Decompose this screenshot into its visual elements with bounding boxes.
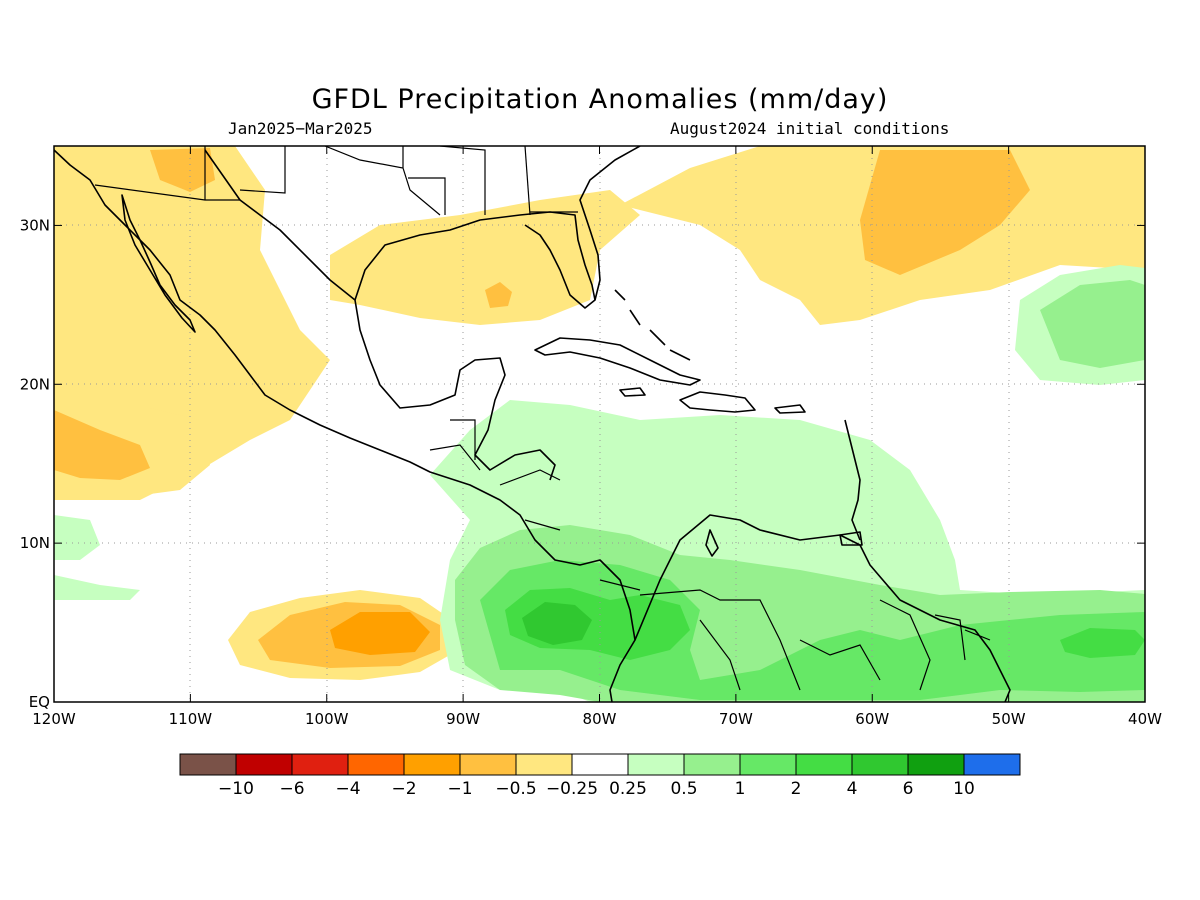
- x-tick-label: 80W: [583, 710, 617, 728]
- colorbar-label: −1: [447, 779, 472, 799]
- forecast-period: Jan2025−Mar2025: [228, 119, 373, 138]
- colorbar-label: −10: [218, 779, 254, 799]
- colorbar-label: 1: [735, 779, 746, 799]
- colorbar-label: 10: [953, 779, 975, 799]
- colorbar-label: −0.5: [495, 779, 536, 799]
- colorbar-swatch: [347, 753, 405, 776]
- wet-anomaly-atlantic-equator: [1060, 628, 1145, 658]
- colorbar-label: −0.25: [546, 779, 598, 799]
- initial-conditions-label: August2024 initial conditions: [670, 119, 950, 138]
- colorbar-label: −6: [279, 779, 304, 799]
- dry-anomaly-core-gulf: [485, 282, 512, 308]
- colorbar-swatch: [627, 753, 685, 776]
- y-axis: EQ 10N 20N 30N: [20, 216, 1145, 711]
- wet-anomaly-peak: [522, 602, 592, 645]
- coastline-hispaniola: [679, 391, 756, 413]
- coastlines: [54, 146, 1011, 702]
- coastline-bahamas: [614, 289, 691, 361]
- colorbar-swatch: [179, 753, 237, 776]
- colorbar-label: 6: [903, 779, 914, 799]
- dry-anomaly-core-mexico-north: [150, 148, 215, 192]
- coastline-puerto-rico: [774, 404, 806, 414]
- x-tick-label: 60W: [855, 710, 889, 728]
- coastline-north-america-pacific: [54, 149, 636, 702]
- x-tick-label: 110W: [169, 710, 213, 728]
- x-tick-label: 90W: [446, 710, 480, 728]
- coastline-florida-atlantic: [579, 146, 641, 301]
- colorbar-swatch: [403, 753, 461, 776]
- colorbar-swatch: [907, 753, 965, 776]
- wet-anomaly-west-pacific: [54, 515, 100, 560]
- anomaly-field: [54, 146, 1145, 702]
- coastline-gulf-north: [354, 211, 596, 309]
- colorbar-label: 2: [791, 779, 802, 799]
- colorbar-swatch: [795, 753, 853, 776]
- colorbar-label: −4: [335, 779, 360, 799]
- dry-anomaly-peak-east-pacific: [330, 612, 430, 655]
- colorbar-label: 0.25: [609, 779, 647, 799]
- political-borders: [94, 146, 991, 691]
- x-tick-label: 120W: [32, 710, 76, 728]
- y-tick-label: 20N: [20, 375, 50, 393]
- x-tick-label: 40W: [1128, 710, 1162, 728]
- colorbar: −10 −6 −4 −2 −1 −0.5 −0.25 0.25 0.5 1 2 4 6 10: [179, 753, 1021, 799]
- x-axis: 120W 110W 100W 90W 80W 70W 60W 50W 40W: [32, 146, 1162, 728]
- x-tick-label: 70W: [719, 710, 753, 728]
- y-tick-label: EQ: [29, 693, 50, 711]
- coastline-lake-maracaibo: [705, 529, 719, 557]
- y-tick-label: 30N: [20, 216, 50, 234]
- colorbar-swatch: [739, 753, 797, 776]
- colorbar-label: 4: [847, 779, 858, 799]
- coastline-gulf-mexico: [204, 149, 556, 481]
- dry-anomaly-core-pacific: [54, 410, 150, 480]
- colorbar-swatch: [851, 753, 909, 776]
- colorbar-swatch: [515, 753, 573, 776]
- colorbar-label: −2: [391, 779, 416, 799]
- coastline-cuba: [534, 337, 701, 386]
- colorbar-label: 0.5: [670, 779, 697, 799]
- colorbar-swatch: [459, 753, 517, 776]
- x-tick-label: 50W: [992, 710, 1026, 728]
- coastline-jamaica: [619, 387, 646, 397]
- wet-anomaly-atlantic-core: [1040, 280, 1145, 368]
- dry-anomaly-gulf: [330, 190, 640, 325]
- map-title: GFDL Precipitation Anomalies (mm/day): [311, 84, 889, 115]
- colorbar-swatch: [571, 753, 629, 776]
- dry-anomaly-core-atlantic: [860, 150, 1030, 275]
- colorbar-swatch: [683, 753, 741, 776]
- coastline-lesser-antilles: [844, 419, 861, 541]
- colorbar-swatch: [235, 753, 293, 776]
- coastline-trinidad: [839, 531, 863, 546]
- y-tick-label: 10N: [20, 534, 50, 552]
- colorbar-swatch: [291, 753, 349, 776]
- wet-anomaly-west-pacific-south: [54, 575, 140, 600]
- coastline-baja: [121, 194, 196, 333]
- x-tick-label: 100W: [305, 710, 349, 728]
- colorbar-swatch: [963, 753, 1021, 776]
